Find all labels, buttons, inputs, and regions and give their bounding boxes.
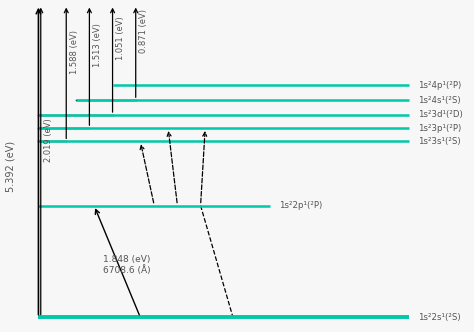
Text: 1s²3p¹(²P): 1s²3p¹(²P) <box>418 124 462 133</box>
Text: 2.019 (eV): 2.019 (eV) <box>45 118 54 162</box>
Text: 1s²3d¹(²D): 1s²3d¹(²D) <box>418 111 463 120</box>
Text: 1.051 (eV): 1.051 (eV) <box>116 17 125 60</box>
Text: 5.392 (eV): 5.392 (eV) <box>6 140 16 192</box>
Text: 1s²3s¹(²S): 1s²3s¹(²S) <box>418 137 461 146</box>
Text: 1s²4s¹(²S): 1s²4s¹(²S) <box>418 96 461 105</box>
Text: 1s²2p¹(²P): 1s²2p¹(²P) <box>279 201 323 210</box>
Text: 1.588 (eV): 1.588 (eV) <box>70 30 79 74</box>
Text: 1s²2s¹(²S): 1s²2s¹(²S) <box>418 313 461 322</box>
Text: 1s²4p¹(²P): 1s²4p¹(²P) <box>418 81 462 90</box>
Text: 0.871 (eV): 0.871 (eV) <box>139 9 148 53</box>
Text: 1.848 (eV)
6708.6 (Å): 1.848 (eV) 6708.6 (Å) <box>103 255 151 275</box>
Text: 1.513 (eV): 1.513 (eV) <box>93 23 102 67</box>
